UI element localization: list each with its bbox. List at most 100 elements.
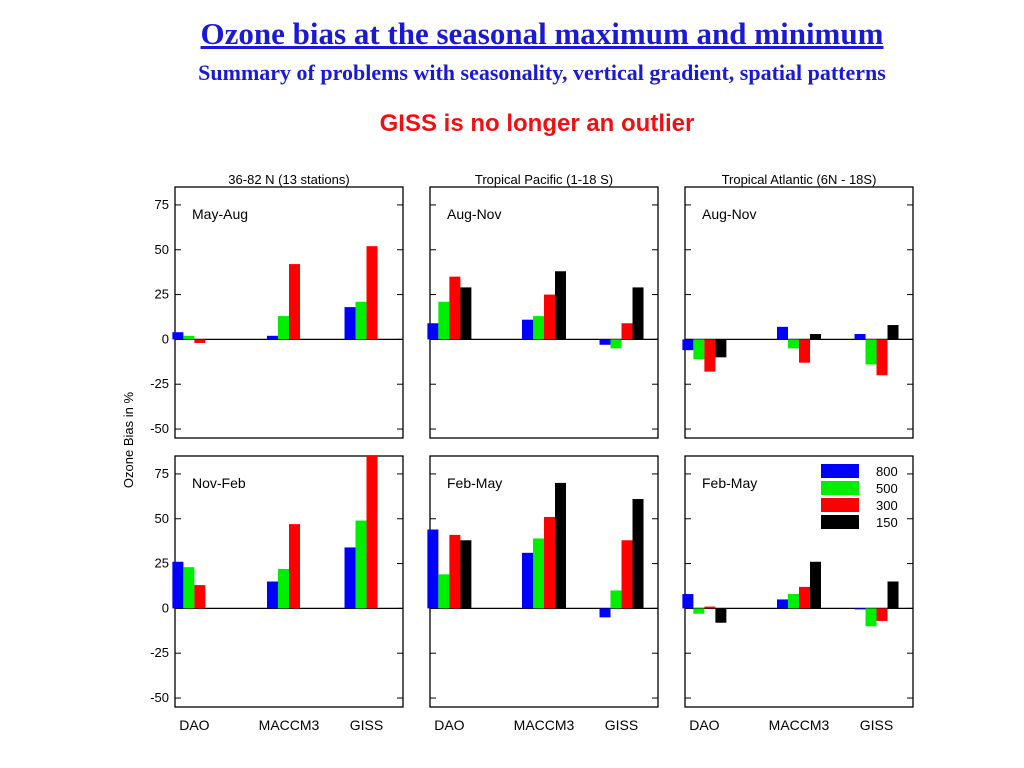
bar: [427, 323, 439, 340]
bar: [887, 325, 899, 340]
bar: [799, 339, 810, 363]
highlight-note: GISS is no longer an outlier: [379, 110, 695, 137]
bar: [366, 246, 378, 340]
page-subtitle: Summary of problems with seasonality, ve…: [198, 60, 886, 85]
legend-label: 500: [876, 481, 898, 496]
bar: [449, 276, 461, 340]
x-tick-label: MACCM3: [259, 717, 320, 733]
y-tick-label: 0: [162, 600, 169, 615]
bar: [810, 334, 821, 340]
y-axis-label: Ozone Bias in %: [121, 392, 136, 489]
bar: [704, 606, 716, 609]
bar: [194, 585, 206, 609]
bar: [267, 335, 278, 340]
y-tick-label: 0: [162, 331, 169, 346]
bar: [544, 516, 555, 609]
bar: [876, 339, 888, 376]
y-tick-label: 75: [155, 466, 169, 481]
panel-1-0: 75 50 25 0 -25 -50 Nov-Feb DAO MACCM3 GISS: [150, 455, 404, 733]
bar: [438, 574, 450, 609]
bar: [355, 301, 367, 340]
bar: [682, 339, 694, 351]
x-tick-label: MACCM3: [769, 717, 830, 733]
panel-1-1: Feb-May DAO MACCM3 GISS: [427, 455, 659, 733]
bar: [438, 301, 450, 340]
bar: [854, 608, 866, 610]
bar: [876, 608, 888, 621]
legend-swatch: [821, 515, 859, 529]
y-tick-label: -25: [150, 645, 169, 660]
bar: [599, 608, 611, 618]
bar: [887, 581, 899, 609]
bar: [799, 586, 810, 609]
bar: [682, 594, 694, 609]
bar: [788, 594, 799, 609]
column-header: Tropical Atlantic (6N - 18S): [722, 172, 877, 187]
bar: [599, 339, 611, 345]
y-tick-label: -25: [150, 376, 169, 391]
panel-0-1: Aug-Nov: [427, 186, 659, 439]
bar: [522, 552, 533, 609]
bar: [449, 534, 461, 609]
panels-group: 36-82 N (13 stations) Tropical Pacific (1…: [150, 172, 914, 733]
y-tick-label: 25: [155, 287, 169, 302]
bar: [777, 326, 788, 340]
legend-label: 300: [876, 498, 898, 513]
bar: [632, 287, 644, 340]
panel-0-2: Aug-Nov: [682, 186, 914, 439]
panel-frame: [174, 186, 404, 439]
season-label: Feb-May: [702, 475, 757, 491]
y-tick-label: 50: [155, 242, 169, 257]
bar: [777, 599, 788, 609]
x-tick-label: DAO: [689, 717, 719, 733]
season-label: Nov-Feb: [192, 475, 246, 491]
bar: [344, 307, 356, 340]
panel-frame: [684, 455, 914, 708]
bar: [194, 339, 206, 343]
panel-frame: [684, 186, 914, 439]
bar: [544, 294, 555, 340]
bar: [693, 339, 705, 360]
season-label: Aug-Nov: [702, 206, 756, 222]
bar: [278, 568, 289, 609]
y-tick-label: 75: [155, 197, 169, 212]
panel-frame: [429, 186, 659, 439]
legend-label: 800: [876, 464, 898, 479]
bar: [183, 567, 195, 609]
y-tick-label: 25: [155, 556, 169, 571]
x-tick-label: MACCM3: [514, 717, 575, 733]
y-tick-label: -50: [150, 690, 169, 705]
bar: [460, 540, 472, 609]
bar: [610, 590, 622, 609]
x-tick-label: GISS: [605, 717, 638, 733]
legend-swatch: [821, 464, 859, 478]
bar: [632, 499, 644, 609]
y-tick-label: 50: [155, 511, 169, 526]
bar: [172, 332, 184, 340]
bar: [460, 287, 472, 340]
panel-1-2: Feb-May DAO MACCM3 GISS: [682, 455, 914, 733]
x-tick-label: DAO: [179, 717, 209, 733]
bar: [810, 561, 821, 609]
bar: [865, 608, 877, 627]
bar: [555, 271, 566, 340]
bar: [621, 323, 633, 340]
bar: [344, 547, 356, 609]
bar: [533, 316, 544, 340]
bar: [183, 335, 195, 340]
bar: [289, 264, 300, 340]
bar: [533, 538, 544, 609]
season-label: Aug-Nov: [447, 206, 501, 222]
x-tick-label: GISS: [350, 717, 383, 733]
bar: [555, 482, 566, 609]
bar: [693, 608, 705, 614]
x-tick-label: DAO: [434, 717, 464, 733]
legend: 800 500 300 150: [821, 464, 898, 530]
legend-swatch: [821, 481, 859, 495]
bar: [610, 339, 622, 349]
column-header: Tropical Pacific (1-18 S): [475, 172, 613, 187]
bar: [427, 529, 439, 609]
legend-label: 150: [876, 515, 898, 530]
y-tick-label: -50: [150, 421, 169, 436]
